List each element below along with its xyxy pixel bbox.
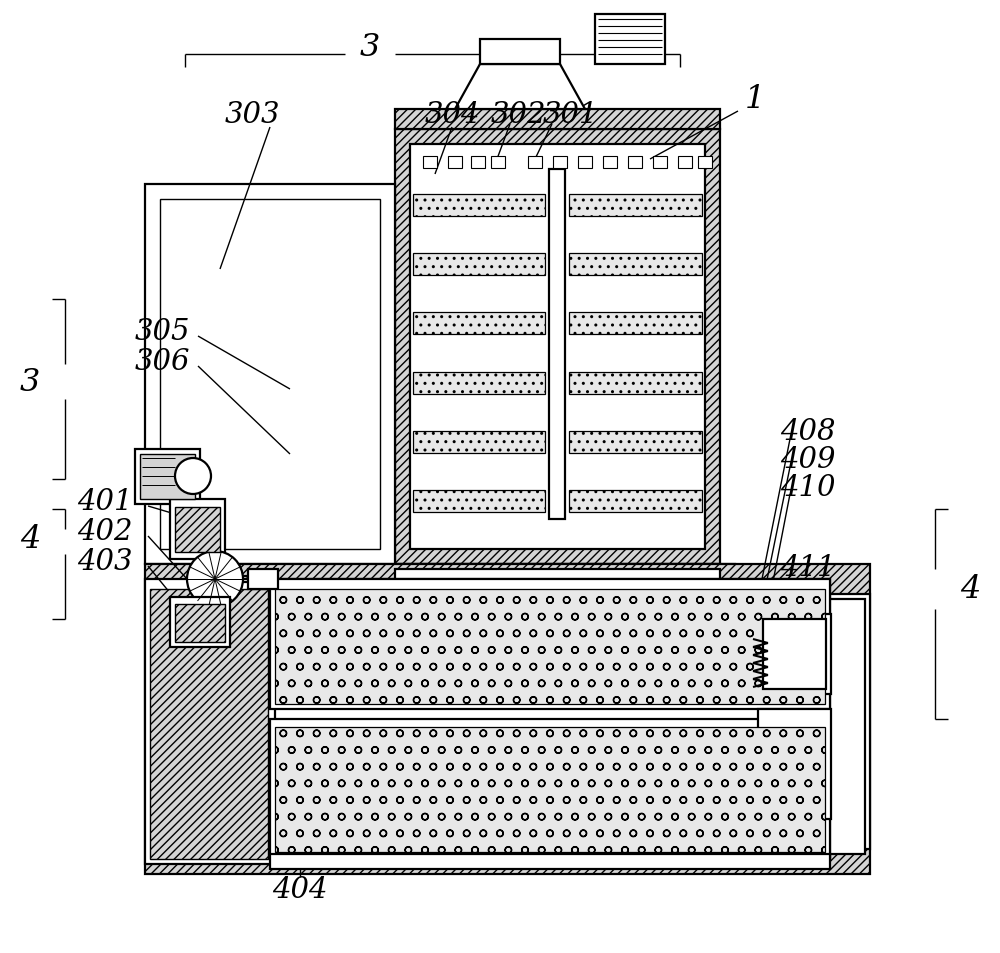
Text: 410: 410 <box>780 474 836 501</box>
Bar <box>653 157 667 169</box>
Bar <box>549 170 565 519</box>
Bar <box>270 579 830 709</box>
Bar <box>270 720 830 859</box>
Bar <box>150 589 268 859</box>
Bar <box>830 595 870 849</box>
Bar <box>423 157 437 169</box>
Bar <box>569 253 702 275</box>
Bar <box>528 157 542 169</box>
Text: 402: 402 <box>77 517 133 545</box>
Circle shape <box>175 458 211 495</box>
Bar <box>569 372 702 395</box>
Bar <box>413 194 545 216</box>
Text: 408: 408 <box>780 417 836 446</box>
Bar <box>175 604 225 642</box>
Text: 404: 404 <box>272 875 328 903</box>
Bar <box>145 579 275 864</box>
Bar <box>758 615 831 695</box>
Bar <box>413 313 545 335</box>
Bar <box>413 253 545 275</box>
Text: 3: 3 <box>20 367 40 398</box>
Bar <box>480 40 560 65</box>
Bar <box>485 595 625 635</box>
Bar <box>170 499 225 559</box>
Bar <box>275 589 825 704</box>
Bar <box>175 507 220 553</box>
Text: 1: 1 <box>745 85 765 115</box>
Circle shape <box>187 552 243 607</box>
Polygon shape <box>455 65 585 110</box>
Bar <box>569 431 702 454</box>
Text: 4: 4 <box>960 574 980 605</box>
Text: 3: 3 <box>360 32 380 64</box>
Bar <box>170 598 230 647</box>
Text: 401: 401 <box>77 488 133 516</box>
Bar <box>448 157 462 169</box>
Text: 302: 302 <box>490 101 546 129</box>
Bar <box>569 313 702 335</box>
Bar <box>413 431 545 454</box>
Bar <box>145 185 395 564</box>
Bar <box>395 110 720 130</box>
Bar <box>595 15 665 65</box>
Bar <box>395 130 720 564</box>
Bar <box>410 145 705 550</box>
Bar <box>135 450 200 504</box>
Bar <box>395 569 720 589</box>
Text: 403: 403 <box>77 547 133 576</box>
Bar <box>578 157 592 169</box>
Bar <box>140 455 195 499</box>
Text: 409: 409 <box>780 446 836 474</box>
Text: 301: 301 <box>542 101 598 129</box>
Bar <box>471 157 485 169</box>
Bar <box>569 194 702 216</box>
Text: 304: 304 <box>424 101 480 129</box>
Bar <box>628 157 642 169</box>
Bar <box>145 564 870 874</box>
Text: 306: 306 <box>134 348 190 375</box>
Bar <box>510 604 600 624</box>
Text: 411: 411 <box>780 554 836 581</box>
Bar <box>160 200 380 550</box>
Bar <box>569 491 702 513</box>
Bar <box>758 709 831 820</box>
Text: 303: 303 <box>224 101 280 129</box>
Text: 4: 4 <box>20 524 40 555</box>
Text: 305: 305 <box>134 317 190 346</box>
Bar <box>248 569 278 589</box>
Bar <box>603 157 617 169</box>
Bar <box>380 564 735 595</box>
Bar <box>275 727 825 852</box>
Bar <box>413 372 545 395</box>
Bar <box>698 157 712 169</box>
Bar <box>270 854 830 869</box>
Bar <box>553 157 567 169</box>
Bar <box>270 579 830 859</box>
Bar <box>763 619 826 689</box>
Bar <box>830 599 865 854</box>
Bar <box>491 157 505 169</box>
Bar <box>678 157 692 169</box>
Bar <box>413 491 545 513</box>
